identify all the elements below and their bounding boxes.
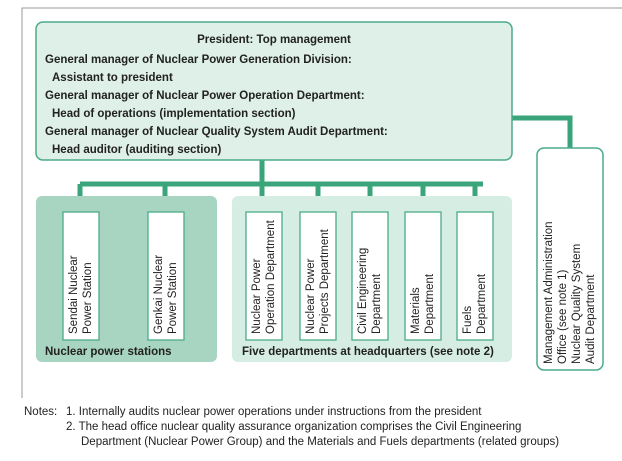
unit-label: Power Station — [82, 262, 94, 334]
side-box — [536, 147, 604, 371]
group-label: Nuclear power stations — [45, 346, 172, 358]
unit-box — [404, 211, 442, 341]
top-line: General manager of Nuclear Power Operati… — [45, 90, 365, 102]
top-line: General manager of Nuclear Power Generat… — [45, 54, 352, 66]
unit-label: Department — [424, 273, 436, 334]
side-label: Management Administration — [543, 221, 555, 364]
frame — [21, 7, 622, 398]
unit-box — [147, 211, 185, 341]
unit-label: Nuclear Power — [251, 258, 263, 334]
unit-label: Fuels — [462, 306, 474, 334]
note-text: 2. The head office nuclear quality assur… — [66, 421, 521, 433]
unit-label: Department — [371, 273, 383, 334]
unit-label: Nuclear Power — [305, 258, 317, 334]
top-line: Head of operations (implementation secti… — [52, 108, 296, 120]
unit-box — [456, 211, 494, 341]
top-box — [35, 21, 513, 161]
unit-label: Genkai Nuclear — [153, 255, 165, 334]
side-label: Office (see note 1) — [557, 269, 569, 364]
note-text: Department (Nuclear Power Group) and the… — [81, 436, 559, 448]
unit-label: Operation Department — [265, 219, 277, 334]
group-label: Five departments at headquarters (see no… — [242, 346, 494, 358]
side-label: Nuclear Quality System — [571, 244, 583, 364]
side-label: Audit Department — [585, 274, 597, 364]
unit-box — [351, 211, 389, 341]
unit-label: Power Station — [167, 262, 179, 334]
unit-label: Department — [476, 273, 488, 334]
unit-label: Materials — [410, 287, 422, 334]
unit-box — [62, 211, 100, 341]
top-line: Assistant to president — [52, 72, 173, 84]
unit-label: Sendai Nuclear — [68, 255, 80, 334]
unit-label: Projects Department — [319, 228, 331, 334]
unit-box — [245, 211, 283, 341]
top-title: President: Top management — [197, 34, 351, 46]
top-line: Head auditor (auditing section) — [52, 144, 221, 156]
top-line: General manager of Nuclear Quality Syste… — [45, 126, 388, 138]
unit-label: Civil Engineering — [357, 248, 369, 334]
notes-label: Notes: — [24, 406, 57, 418]
note-text: 1. Internally audits nuclear power opera… — [66, 406, 482, 418]
unit-box — [299, 211, 337, 341]
